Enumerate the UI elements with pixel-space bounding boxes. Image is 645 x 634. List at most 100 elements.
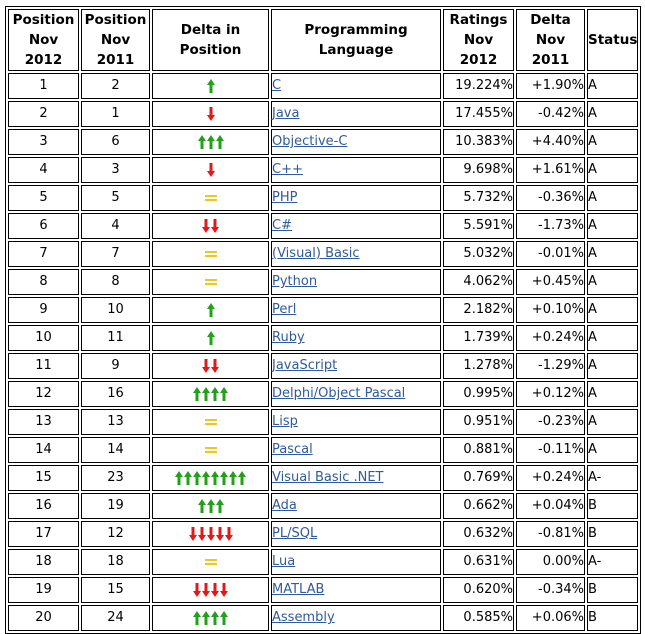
language-link[interactable]: Ruby (272, 330, 305, 345)
language-link[interactable]: (Visual) Basic (272, 246, 360, 261)
arrow-down-icon (193, 582, 201, 597)
rating-cell: 0.951% (443, 409, 514, 435)
table-row: 14 14 Pascal 0.881% -0.11% A (8, 437, 639, 463)
language-link[interactable]: Delphi/Object Pascal (272, 386, 406, 401)
delta-position-cell (152, 493, 269, 519)
position-2012-cell: 10 (8, 325, 79, 351)
delta-rating-cell: -1.29% (516, 353, 585, 379)
rating-cell: 17.455% (443, 101, 514, 127)
position-up-arrows (193, 386, 228, 402)
arrow-down-icon (202, 582, 210, 597)
position-2011-cell: 2 (81, 73, 150, 99)
delta-position-cell (152, 241, 269, 267)
language-link[interactable]: JavaScript (272, 358, 338, 373)
language-link[interactable]: PHP (272, 190, 298, 205)
language-cell: Lua (271, 549, 441, 575)
status-cell: A (587, 297, 639, 323)
language-link[interactable]: Objective-C (272, 134, 348, 149)
status-cell: B (587, 577, 639, 603)
language-link[interactable]: C# (272, 218, 292, 233)
header-delta-rating: Delta Nov 2011 (516, 9, 585, 71)
tiobe-index-table: Position Nov 2012 Position Nov 2011 Delta … (5, 6, 642, 634)
arrow-up-icon (184, 470, 192, 485)
status-cell: B (587, 493, 639, 519)
delta-rating-cell: -0.36% (516, 185, 585, 211)
language-link[interactable]: Perl (272, 302, 297, 317)
language-link[interactable]: PL/SQL (272, 526, 318, 541)
arrow-down-icon (215, 526, 224, 541)
position-2011-cell: 10 (81, 297, 150, 323)
equal-icon (204, 194, 217, 202)
table-row: 1 2 C 19.224% +1.90% A (8, 73, 639, 99)
delta-rating-cell: +4.40% (516, 129, 585, 155)
language-cell: (Visual) Basic (271, 241, 441, 267)
rating-cell: 5.032% (443, 241, 514, 267)
status-cell: A (587, 269, 639, 295)
arrow-up-icon (202, 610, 210, 625)
language-link[interactable]: Ada (272, 498, 297, 513)
language-cell: Delphi/Object Pascal (271, 381, 441, 407)
position-down-arrows (206, 106, 215, 122)
rating-cell: 2.182% (443, 297, 514, 323)
language-link[interactable]: Assembly (272, 610, 335, 625)
arrow-up-icon (197, 498, 206, 513)
language-link[interactable]: Lisp (272, 414, 298, 429)
language-link[interactable]: Java (272, 106, 300, 121)
position-2011-cell: 15 (81, 577, 150, 603)
status-cell: A (587, 381, 639, 407)
language-cell: Ada (271, 493, 441, 519)
delta-rating-cell: -0.11% (516, 437, 585, 463)
arrow-up-icon (202, 386, 210, 401)
status-cell: A (587, 101, 639, 127)
table-row: 10 11 Ruby 1.739% +0.24% A (8, 325, 639, 351)
arrow-down-icon (206, 526, 215, 541)
language-link[interactable]: Python (272, 274, 318, 289)
position-2012-cell: 3 (8, 129, 79, 155)
position-2012-cell: 17 (8, 521, 79, 547)
header-ratings: Ratings Nov 2012 (443, 9, 514, 71)
delta-position-cell (152, 73, 269, 99)
status-cell: A (587, 325, 639, 351)
table-row: 5 5 PHP 5.732% -0.36% A (8, 185, 639, 211)
language-link[interactable]: Visual Basic .NET (272, 470, 384, 485)
status-cell: B (587, 605, 639, 631)
header-status: Status (587, 9, 639, 71)
language-link[interactable]: C++ (272, 162, 303, 177)
header-programming-language: Programming Language (271, 9, 441, 71)
position-2012-cell: 1 (8, 73, 79, 99)
delta-position-cell (152, 269, 269, 295)
arrow-up-icon (229, 470, 237, 485)
arrow-up-icon (193, 610, 201, 625)
language-cell: Visual Basic .NET (271, 465, 441, 491)
table-row: 11 9 JavaScript 1.278% -1.29% A (8, 353, 639, 379)
language-link[interactable]: Lua (272, 554, 296, 569)
position-2011-cell: 9 (81, 353, 150, 379)
language-link[interactable]: C (272, 78, 282, 93)
language-link[interactable]: MATLAB (272, 582, 325, 597)
position-down-arrows (193, 582, 228, 598)
arrow-up-icon (215, 134, 224, 149)
table-row: 15 23 Visual Basic .NET 0.769% +0.24% A- (8, 465, 639, 491)
position-up-arrows (206, 330, 215, 346)
header-position-2012: Position Nov 2012 (8, 9, 79, 71)
delta-rating-cell: +0.24% (516, 325, 585, 351)
rating-cell: 0.662% (443, 493, 514, 519)
table-row: 17 12 PL/SQL 0.632% -0.81% B (8, 521, 639, 547)
table-row: 6 4 C# 5.591% -1.73% A (8, 213, 639, 239)
arrow-up-icon (175, 470, 183, 485)
position-2012-cell: 19 (8, 577, 79, 603)
header-position-2011: Position Nov 2011 (81, 9, 150, 71)
rating-cell: 5.732% (443, 185, 514, 211)
position-2012-cell: 13 (8, 409, 79, 435)
equal-icon (204, 446, 217, 454)
delta-rating-cell: -0.81% (516, 521, 585, 547)
delta-position-cell (152, 521, 269, 547)
rating-cell: 0.769% (443, 465, 514, 491)
delta-rating-cell: 0.00% (516, 549, 585, 575)
arrow-down-icon (188, 526, 197, 541)
arrow-down-icon (211, 218, 219, 233)
position-2012-cell: 9 (8, 297, 79, 323)
language-link[interactable]: Pascal (272, 442, 313, 457)
status-cell: B (587, 521, 639, 547)
table-body: 1 2 C 19.224% +1.90% A 2 1 Java 17.455% -0.42% A 3 6 O… (8, 73, 639, 631)
